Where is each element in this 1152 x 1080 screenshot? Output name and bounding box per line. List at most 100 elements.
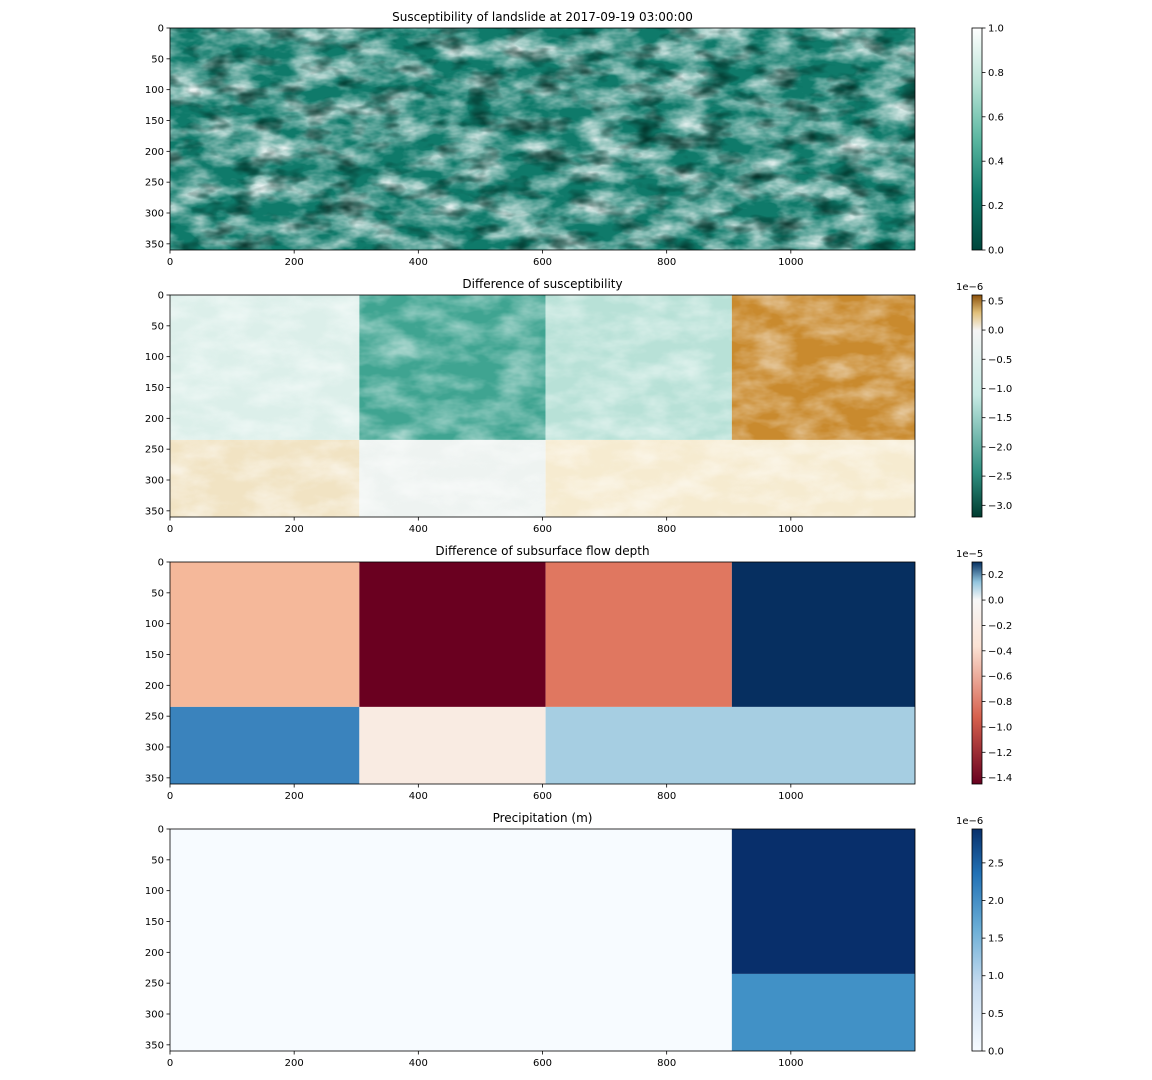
y-tick-label: 250 (145, 178, 164, 189)
colorbar-tick-label: −1.4 (988, 773, 1012, 784)
colorbar-tick-label: −1.0 (988, 722, 1012, 733)
heatmap-image (170, 562, 915, 784)
colorbar: −1.4 −1.2 −1.0 −0.8 −0.6 −0.4 −0.2 0.0 0.2 1e−5 (956, 549, 1012, 785)
y-tick-label: 300 (145, 476, 164, 487)
x-tick-label: 800 (657, 257, 676, 268)
colorbar-tick-label: 0.5 (988, 296, 1004, 307)
x-tick-label: 200 (285, 524, 304, 535)
colorbar-tick-label: 0.6 (988, 112, 1004, 123)
y-tick-label: 350 (145, 239, 164, 250)
x-tick-label: 0 (167, 524, 173, 535)
x-tick-label: 800 (657, 524, 676, 535)
y-tick-label: 300 (145, 1010, 164, 1021)
panel-3: Difference of subsurface flow depth 0 200 4… (145, 544, 1012, 802)
y-tick-label: 300 (145, 209, 164, 220)
y-tick-label: 200 (145, 948, 164, 959)
colorbar-tick-label: 0.0 (988, 246, 1004, 257)
x-tick-label: 200 (285, 791, 304, 802)
colorbar-offset-label: 1e−6 (956, 282, 983, 293)
x-tick-label: 400 (409, 1058, 428, 1069)
y-tick-label: 50 (151, 54, 164, 65)
colorbar-tick-label: −0.4 (988, 646, 1012, 657)
colorbar-tick-label: −1.2 (988, 748, 1012, 759)
heatmap-image (170, 829, 915, 1051)
colorbar-tick-label: 2.0 (988, 896, 1004, 907)
x-tick-label: 800 (657, 791, 676, 802)
heatmap-block (731, 562, 915, 707)
y-tick-label: 0 (158, 825, 164, 836)
heatmap-block (359, 562, 546, 707)
colorbar-gradient (971, 27, 983, 251)
x-tick-label: 0 (167, 257, 173, 268)
y-tick-label: 100 (145, 886, 164, 897)
colorbar-tick-label: 2.5 (988, 858, 1004, 869)
panel-title: Susceptibility of landslide at 2017-09-1… (392, 10, 693, 24)
y-tick-label: 250 (145, 979, 164, 990)
panel-title: Difference of susceptibility (462, 277, 622, 291)
y-tick-label: 100 (145, 85, 164, 96)
colorbar-tick-label: 0.0 (988, 1047, 1004, 1058)
heatmap-block (170, 562, 360, 707)
y-tick-label: 200 (145, 147, 164, 158)
panel-title: Precipitation (m) (493, 811, 593, 825)
y-tick-label: 150 (145, 116, 164, 127)
y-tick-label: 250 (145, 712, 164, 723)
y-tick-label: 150 (145, 917, 164, 928)
colorbar-tick-label: 1.5 (988, 934, 1004, 945)
y-tick-label: 150 (145, 650, 164, 661)
y-tick-label: 50 (151, 588, 164, 599)
colorbar-tick-label: 1.0 (988, 971, 1004, 982)
heatmap-block (545, 706, 915, 784)
colorbar-tick-label: −0.8 (988, 697, 1012, 708)
y-tick-label: 150 (145, 383, 164, 394)
y-tick-label: 0 (158, 558, 164, 569)
colorbar-tick-label: −3.0 (988, 501, 1012, 512)
x-tick-label: 1000 (778, 524, 803, 535)
y-tick-label: 350 (145, 773, 164, 784)
colorbar-tick-label: −1.0 (988, 384, 1012, 395)
colorbar-gradient (971, 828, 983, 1052)
colorbar: 0.0 0.2 0.4 0.6 0.8 1.0 (971, 24, 1004, 257)
heatmap-block (731, 829, 915, 974)
y-tick-label: 250 (145, 445, 164, 456)
x-tick-label: 600 (533, 791, 552, 802)
heatmap-block (359, 706, 546, 784)
y-tick-label: 50 (151, 321, 164, 332)
y-tick-label: 100 (145, 619, 164, 630)
heatmap-block (170, 706, 360, 784)
y-tick-label: 0 (158, 24, 164, 35)
y-tick-label: 300 (145, 743, 164, 754)
x-tick-label: 200 (285, 1058, 304, 1069)
panel-1: Susceptibility of landslide at 2017-09-1… (145, 10, 1004, 268)
heatmap-image (170, 28, 915, 250)
y-tick-label: 0 (158, 291, 164, 302)
colorbar-gradient (971, 561, 983, 785)
y-tick-label: 200 (145, 681, 164, 692)
colorbar-tick-label: −0.2 (988, 621, 1012, 632)
panel-title: Difference of subsurface flow depth (435, 544, 649, 558)
colorbar-gradient (971, 294, 983, 518)
x-tick-label: 600 (533, 524, 552, 535)
colorbar-tick-label: 1.0 (988, 24, 1004, 35)
x-tick-label: 1000 (778, 1058, 803, 1069)
y-tick-label: 350 (145, 1040, 164, 1051)
y-tick-label: 200 (145, 414, 164, 425)
heatmap-image (170, 295, 915, 517)
colorbar-tick-label: 0.2 (988, 570, 1004, 581)
colorbar-offset-label: 1e−5 (956, 549, 983, 560)
colorbar-tick-label: −2.5 (988, 472, 1012, 483)
colorbar-tick-label: 0.0 (988, 326, 1004, 337)
x-tick-label: 400 (409, 791, 428, 802)
y-tick-label: 350 (145, 506, 164, 517)
x-tick-label: 1000 (778, 791, 803, 802)
colorbar-tick-label: −0.6 (988, 672, 1012, 683)
panel-2: Difference of susceptibility 0 200 400 600 80… (145, 277, 1012, 535)
x-tick-label: 600 (533, 1058, 552, 1069)
x-tick-label: 400 (409, 524, 428, 535)
terrain-shadow (170, 28, 915, 250)
y-tick-label: 50 (151, 855, 164, 866)
colorbar-tick-label: 0.4 (988, 157, 1004, 168)
heatmap-block (545, 562, 732, 707)
panel-4: Precipitation (m) 0 200 400 600 800 1000 0 50 100… (145, 811, 1004, 1069)
colorbar-tick-label: 0.2 (988, 201, 1004, 212)
